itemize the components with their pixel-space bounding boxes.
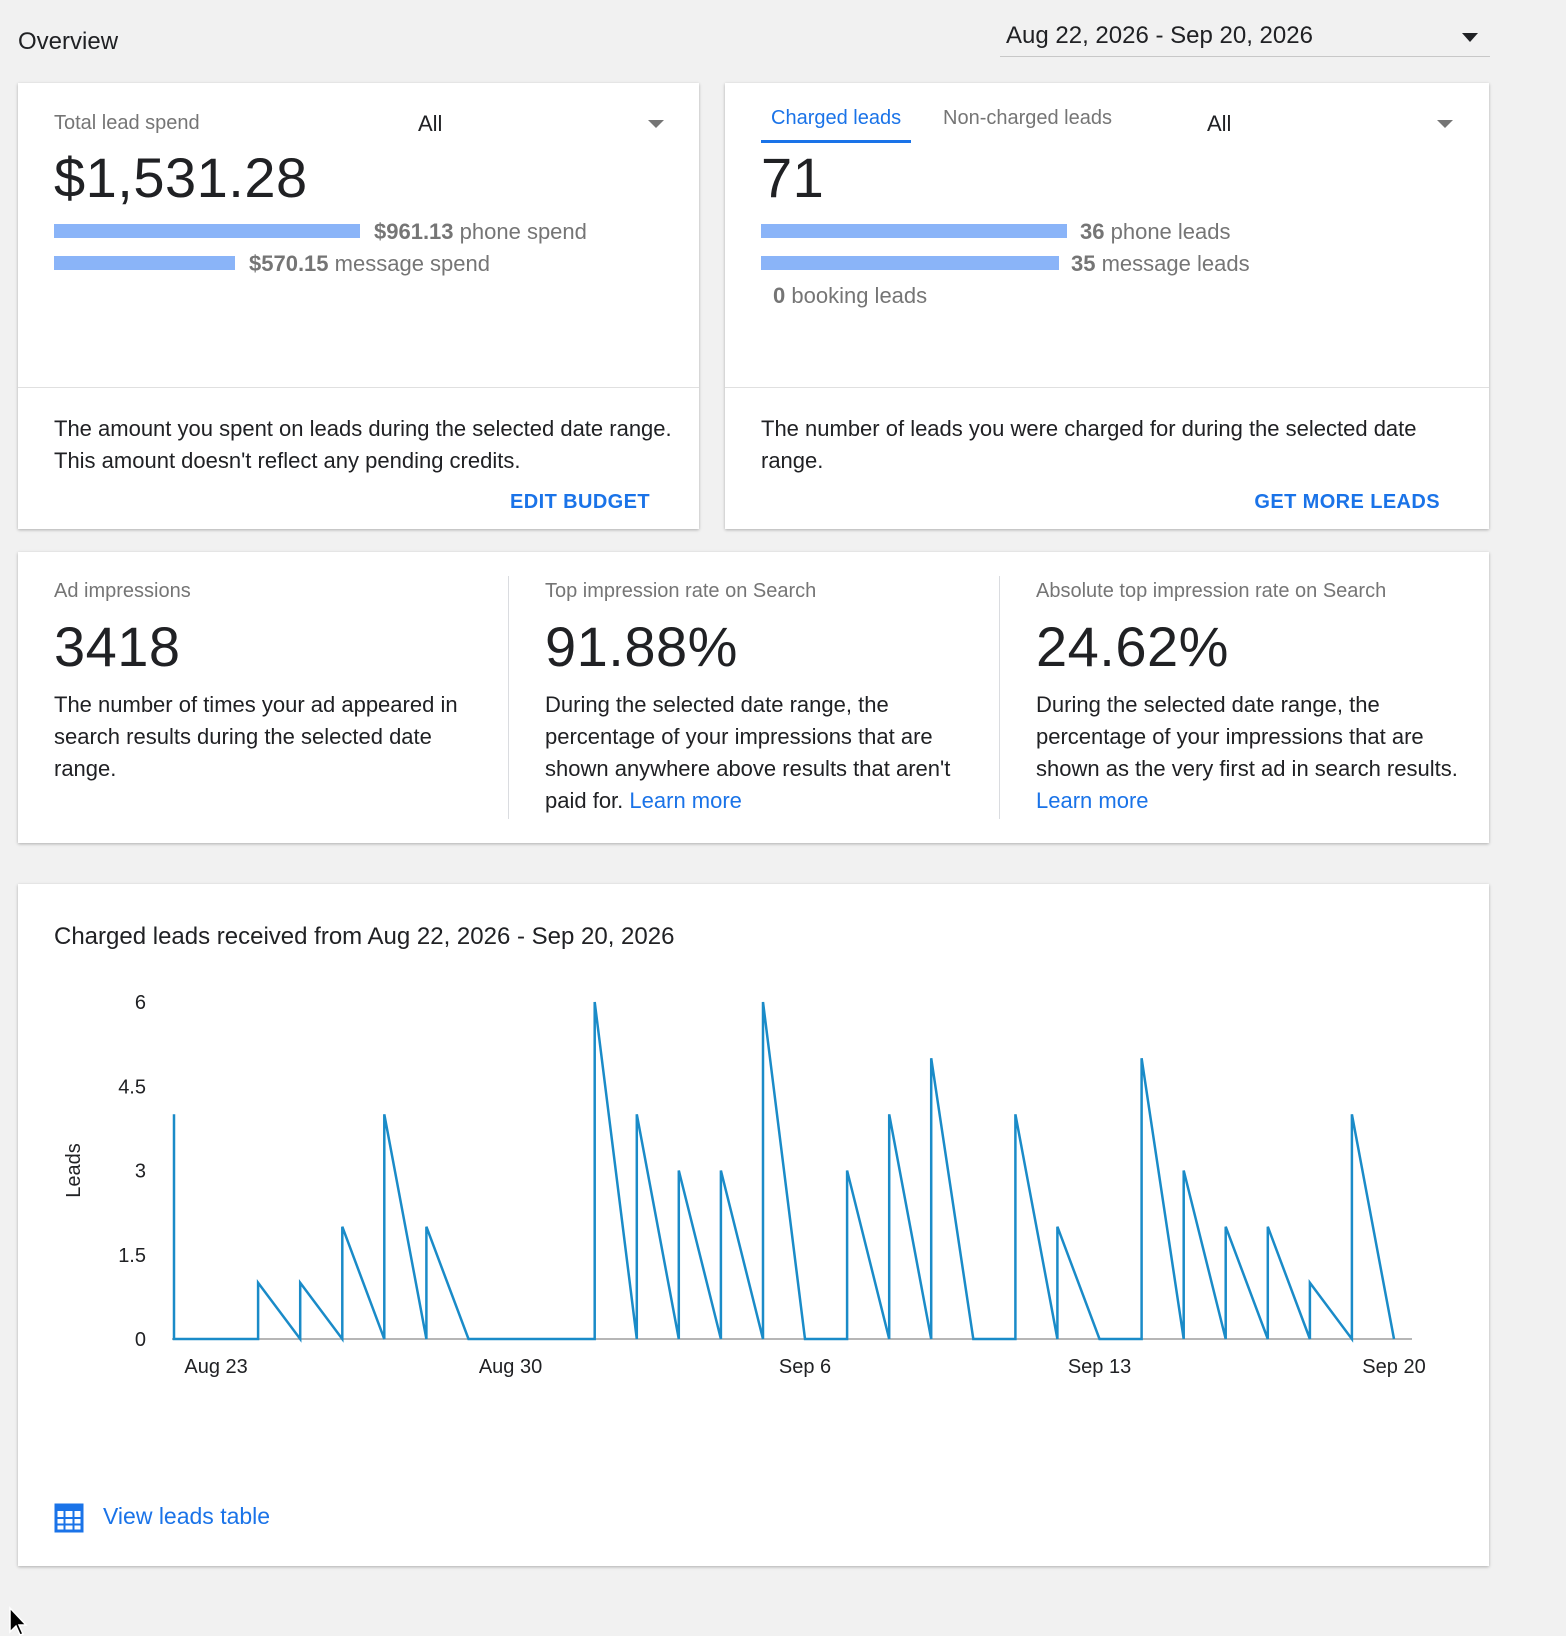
- spend-label: Total lead spend: [54, 112, 200, 134]
- booking-leads-suffix: booking leads: [791, 283, 928, 308]
- tab-non-charged-leads-label: Non-charged leads: [943, 107, 1112, 129]
- phone-spend-bar: [54, 224, 360, 238]
- spend-description: The amount you spent on leads during the…: [54, 416, 672, 473]
- booking-leads-count: 0: [773, 283, 786, 308]
- message-spend-amount: $570.15: [249, 251, 329, 276]
- spend-filter-value: All: [418, 111, 443, 136]
- metric-label: Ad impressions: [54, 580, 191, 602]
- metric-divider: [508, 576, 509, 819]
- learn-more-link[interactable]: Learn more: [1036, 788, 1149, 813]
- metric-label: Top impression rate on Search: [545, 580, 817, 602]
- tab-non-charged-leads[interactable]: Non-charged leads: [933, 103, 1122, 140]
- x-tick-label: Sep 13: [1068, 1356, 1131, 1378]
- learn-more-link[interactable]: Learn more: [629, 788, 742, 813]
- get-more-leads-button[interactable]: GET MORE LEADS: [1254, 491, 1440, 513]
- message-leads-bar: [761, 256, 1059, 270]
- metric-value: 24.62%: [1036, 615, 1229, 678]
- leads-filter-dropdown[interactable]: All: [1203, 105, 1465, 141]
- charged-leads-card: Charged leads Non-charged leads All 71 3…: [725, 83, 1489, 529]
- chart-title: Charged leads received from Aug 22, 2026…: [54, 923, 675, 950]
- date-range-selector[interactable]: Aug 22, 2026 - Sep 20, 2026: [1000, 18, 1490, 57]
- card-divider: [18, 387, 699, 388]
- arrow-drop-down-icon: [1437, 120, 1453, 128]
- metric-value: 91.88%: [545, 615, 738, 678]
- leads-description: The number of leads you were charged for…: [761, 416, 1417, 473]
- arrow-drop-down-icon: [1462, 33, 1478, 42]
- page-title: Overview: [18, 28, 119, 55]
- y-tick-label: 3: [135, 1161, 146, 1183]
- charged-leads-chart-card: Charged leads received from Aug 22, 2026…: [18, 884, 1489, 1566]
- card-divider: [725, 387, 1489, 388]
- phone-spend-suffix: phone spend: [459, 219, 587, 244]
- metric-description: During the selected date range, the perc…: [1036, 689, 1461, 817]
- y-tick-label: 1.5: [118, 1245, 146, 1267]
- phone-spend-amount: $961.13: [374, 219, 454, 244]
- series-line-charged-leads: [172, 1001, 1396, 1343]
- booking-leads-label: 0 booking leads: [773, 283, 927, 309]
- x-tick-label: Sep 20: [1362, 1356, 1425, 1378]
- y-axis-label: Leads: [63, 1143, 85, 1198]
- metric-value: 3418: [54, 615, 181, 678]
- leads-total: 71: [761, 146, 825, 209]
- y-tick-label: 0: [135, 1329, 146, 1351]
- metric-description-text: During the selected date range, the perc…: [1036, 692, 1458, 781]
- total-lead-spend-card: Total lead spend All $1,531.28 $961.13 p…: [18, 83, 699, 529]
- table-grid-icon: [54, 1503, 84, 1533]
- metric-divider: [999, 576, 1000, 819]
- x-tick-label: Sep 6: [779, 1356, 831, 1378]
- message-spend-label: $570.15 message spend: [249, 251, 490, 277]
- phone-leads-count: 36: [1080, 219, 1105, 244]
- view-leads-table-label: View leads table: [103, 1503, 271, 1529]
- leads-line-chart: 0 1.5 3 4.5 6 Leads Aug 23 Aug 30 Sep 6 Sep 13 Sep…: [63, 992, 1426, 1378]
- tab-charged-leads-label: Charged leads: [771, 107, 902, 129]
- metric-description-text: During the selected date range, the perc…: [545, 692, 951, 813]
- tab-charged-leads[interactable]: Charged leads: [761, 103, 912, 143]
- edit-budget-button[interactable]: EDIT BUDGET: [510, 491, 650, 513]
- phone-spend-label: $961.13 phone spend: [374, 219, 587, 245]
- message-spend-suffix: message spend: [334, 251, 490, 276]
- phone-leads-label: 36 phone leads: [1080, 219, 1231, 245]
- mouse-cursor-icon: [9, 1606, 28, 1636]
- message-leads-label: 35 message leads: [1071, 251, 1250, 277]
- phone-leads-suffix: phone leads: [1110, 219, 1231, 244]
- metric-description: The number of times your ad appeared in …: [54, 692, 458, 781]
- x-tick-label: Aug 30: [479, 1356, 542, 1378]
- arrow-drop-down-icon: [648, 120, 664, 128]
- spend-total: $1,531.28: [54, 146, 308, 209]
- y-tick-label: 4.5: [118, 1076, 146, 1098]
- message-spend-bar: [54, 256, 236, 270]
- y-tick-label: 6: [135, 992, 146, 1014]
- message-leads-suffix: message leads: [1101, 251, 1250, 276]
- metric-description: During the selected date range, the perc…: [545, 689, 965, 817]
- date-range-label: Aug 22, 2026 - Sep 20, 2026: [1006, 22, 1313, 49]
- spend-filter-dropdown[interactable]: All: [414, 105, 676, 141]
- message-leads-count: 35: [1071, 251, 1096, 276]
- phone-leads-bar: [761, 224, 1067, 238]
- metric-label: Absolute top impression rate on Search: [1036, 580, 1387, 602]
- impressions-card: Ad impressions 3418 The number of times …: [18, 552, 1489, 843]
- x-tick-label: Aug 23: [184, 1356, 247, 1378]
- leads-filter-value: All: [1207, 111, 1232, 136]
